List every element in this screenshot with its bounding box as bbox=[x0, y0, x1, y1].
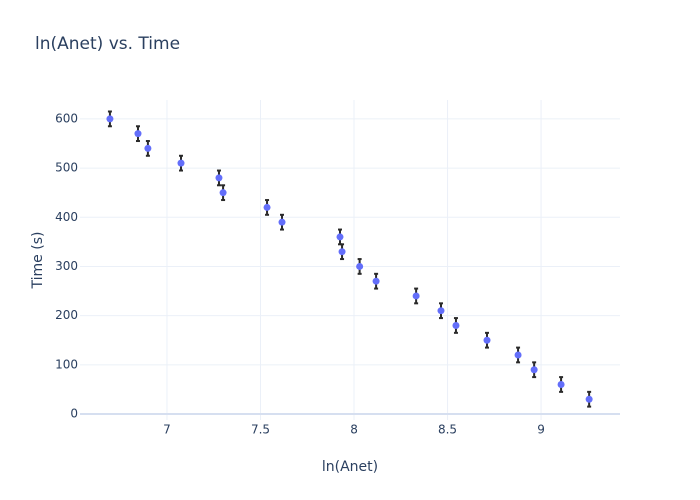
chart-title: ln(Anet) vs. Time bbox=[35, 34, 180, 54]
marker bbox=[483, 336, 491, 344]
marker bbox=[557, 380, 565, 388]
marker bbox=[106, 115, 114, 123]
y-tick-label: 400 bbox=[55, 210, 78, 224]
y-tick-label: 100 bbox=[55, 357, 78, 371]
marker bbox=[336, 233, 344, 241]
y-tick-label: 0 bbox=[70, 406, 78, 420]
marker bbox=[452, 321, 460, 329]
x-tick-label: 7 bbox=[163, 423, 171, 437]
x-axis-title: ln(Anet) bbox=[322, 459, 378, 475]
marker bbox=[514, 351, 522, 359]
x-tick-label: 7.5 bbox=[251, 423, 270, 437]
marker bbox=[338, 248, 346, 256]
x-tick-label: 8 bbox=[350, 423, 358, 437]
marker bbox=[372, 277, 380, 285]
marker bbox=[437, 307, 445, 315]
y-tick-label: 200 bbox=[55, 308, 78, 322]
marker bbox=[215, 174, 223, 182]
marker bbox=[177, 159, 185, 167]
marker bbox=[278, 218, 286, 226]
marker bbox=[530, 366, 538, 374]
marker bbox=[263, 203, 271, 211]
y-tick-label: 600 bbox=[55, 111, 78, 125]
x-tick-label: 9 bbox=[537, 423, 545, 437]
marker bbox=[144, 144, 152, 152]
y-tick-label: 300 bbox=[55, 259, 78, 273]
marker bbox=[356, 262, 364, 270]
y-axis-title: Time (s) bbox=[30, 232, 46, 290]
marker bbox=[134, 130, 142, 138]
marker bbox=[219, 189, 227, 197]
marker bbox=[412, 292, 420, 300]
y-tick-label: 500 bbox=[55, 161, 78, 175]
marker bbox=[585, 395, 593, 403]
x-tick-label: 8.5 bbox=[438, 423, 457, 437]
